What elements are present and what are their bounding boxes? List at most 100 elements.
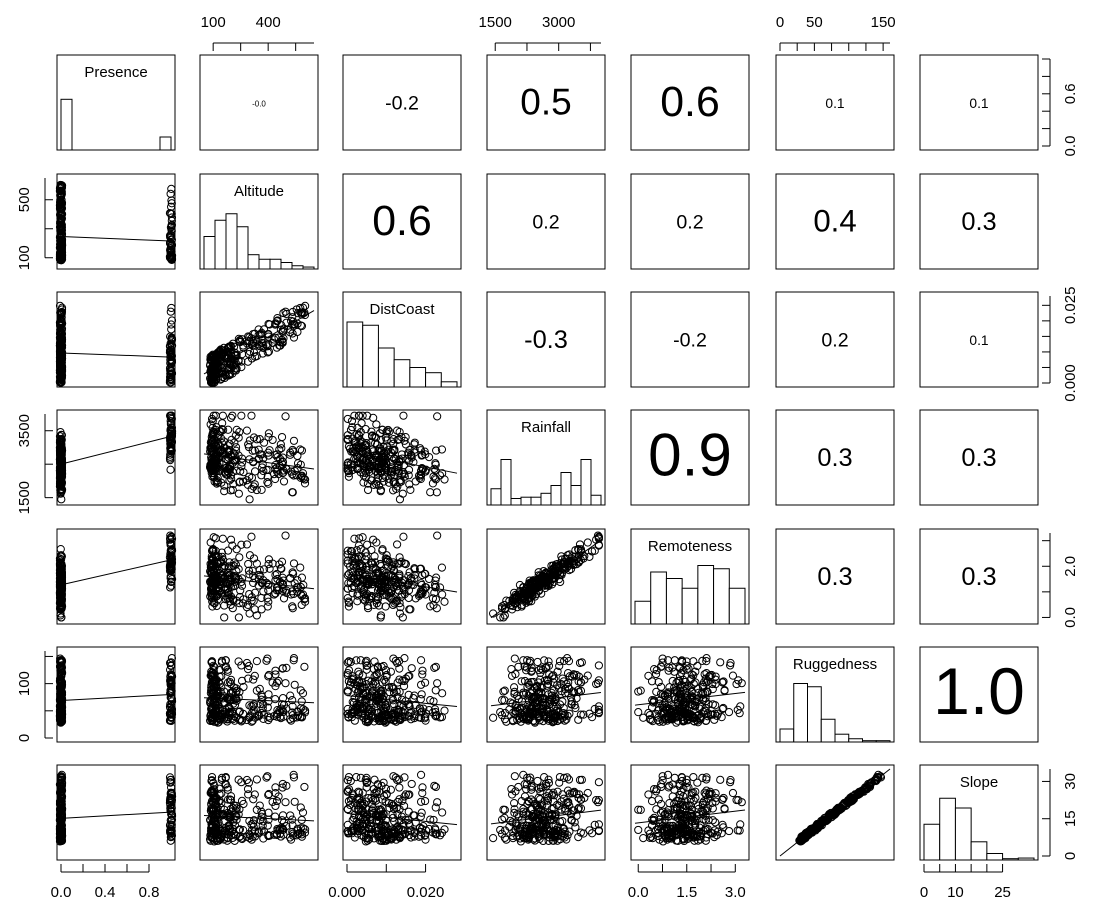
data-point: [293, 327, 302, 337]
data-point: [273, 313, 282, 323]
data-point: [510, 654, 519, 663]
data-point: [350, 534, 359, 543]
fit-line: [490, 539, 602, 619]
data-point: [57, 325, 66, 334]
data-point: [167, 316, 177, 325]
histogram-bar: [490, 488, 502, 506]
data-point: [228, 411, 237, 420]
panel-distcoast-presence: [56, 291, 176, 388]
data-point: [262, 656, 271, 665]
panel-presence-ruggedness: [775, 54, 895, 151]
data-point: [55, 301, 65, 310]
scatter-points: [206, 654, 310, 727]
histogram-bar: [807, 686, 822, 743]
data-point: [716, 658, 725, 667]
histogram-bar: [560, 472, 572, 506]
panel-remoteness-rainfall: [486, 528, 606, 625]
panel-distcoast-rainfall: [486, 291, 606, 388]
data-point: [167, 199, 176, 208]
panel-altitude-presence: [56, 173, 176, 270]
correlation-label: 0.5: [520, 81, 571, 122]
data-point: [218, 372, 227, 382]
panel-presence-presence: [56, 54, 176, 151]
panel-altitude-slope: [919, 173, 1039, 270]
panel-altitude-remoteness: [630, 173, 750, 270]
correlation-label: 0.1: [969, 96, 988, 111]
histogram-bar: [377, 347, 395, 388]
data-point: [424, 574, 434, 584]
data-point: [234, 489, 243, 498]
scatter-points: [343, 654, 449, 727]
correlation-label: 0.1: [825, 96, 844, 111]
histogram-bar: [236, 226, 249, 270]
histogram-bar: [728, 587, 746, 625]
scatter-points: [206, 531, 310, 622]
variable-label: Altitude: [234, 183, 284, 200]
data-point: [167, 425, 176, 435]
data-point: [235, 336, 245, 345]
data-point: [257, 605, 266, 614]
data-point: [257, 330, 266, 339]
histogram-bar: [1017, 857, 1035, 861]
data-point: [257, 471, 266, 480]
data-point: [393, 540, 402, 549]
data-point: [372, 420, 381, 429]
data-point: [265, 320, 274, 329]
data-point: [166, 374, 176, 383]
panel-slope-distcoast: [342, 764, 462, 861]
fit-line: [60, 352, 172, 358]
data-point: [212, 355, 221, 365]
histogram-bar: [530, 496, 542, 506]
histogram-bar: [247, 254, 260, 270]
histogram-bar: [409, 367, 427, 388]
data-point: [166, 253, 175, 262]
data-point: [166, 455, 175, 465]
data-point: [263, 348, 272, 357]
data-point: [167, 414, 176, 424]
histogram-bar: [580, 459, 592, 506]
correlation-label: 0.3: [961, 563, 996, 591]
data-point: [689, 657, 698, 666]
data-point: [166, 429, 176, 438]
data-point: [257, 335, 266, 344]
data-point: [57, 198, 67, 207]
data-point: [166, 411, 175, 420]
data-point: [271, 695, 280, 704]
histogram-bar: [681, 587, 699, 625]
data-point: [300, 310, 310, 320]
panel-slope-ruggedness: [775, 764, 895, 861]
data-point: [242, 426, 252, 435]
scatter-points: [55, 411, 177, 504]
data-point: [234, 613, 243, 622]
data-point: [250, 467, 260, 476]
data-point: [56, 255, 65, 265]
data-point: [507, 665, 516, 674]
data-point: [290, 320, 299, 329]
variable-label: Presence: [84, 64, 147, 81]
data-point: [290, 680, 299, 689]
data-point: [223, 363, 232, 372]
histogram-bar: [954, 807, 972, 861]
panel-presence-rainfall: [486, 54, 606, 151]
panel-presence-remoteness: [630, 54, 750, 151]
data-point: [56, 489, 65, 498]
data-point: [247, 532, 256, 541]
scatter-points: [489, 654, 603, 727]
data-point: [56, 180, 65, 190]
data-point: [220, 481, 229, 490]
data-point: [279, 477, 289, 486]
data-point: [292, 305, 301, 314]
data-point: [375, 560, 384, 569]
panel-distcoast-slope: [919, 291, 1039, 388]
data-point: [55, 341, 65, 350]
correlation-label: 0.3: [961, 208, 996, 236]
data-point: [237, 411, 246, 420]
histogram-bar: [570, 485, 582, 506]
data-point: [56, 440, 65, 449]
data-point: [230, 351, 239, 360]
panel-ruggedness-distcoast: [342, 646, 462, 743]
data-point: [432, 488, 441, 497]
data-point: [533, 657, 542, 667]
data-point: [57, 355, 66, 364]
